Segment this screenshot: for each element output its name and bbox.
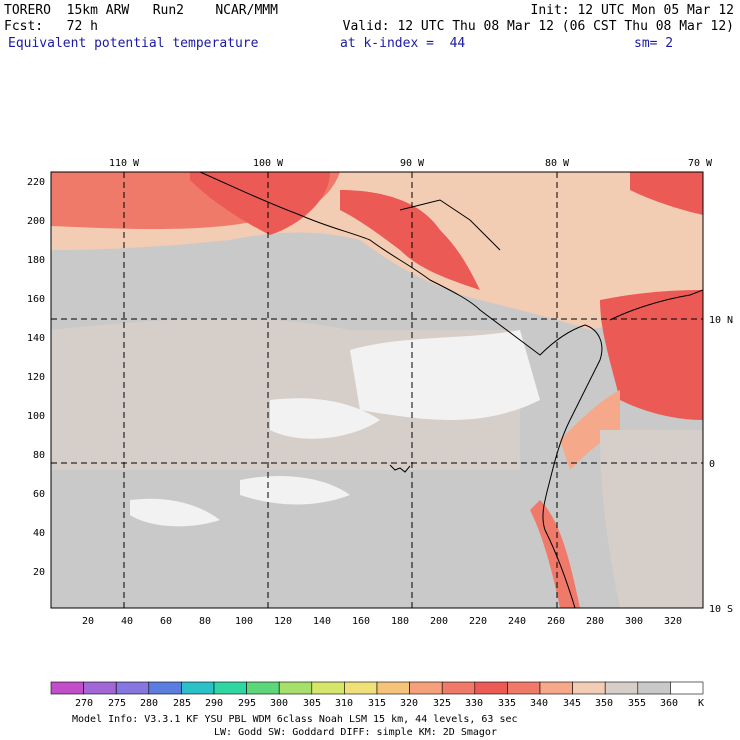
x-tick: 40 [121,616,133,627]
y-tick: 60 [33,489,45,500]
colorbar-swatch [539,681,573,695]
colorbar [50,681,704,695]
colorbar-unit: K [698,698,704,709]
x-tick: 80 [199,616,211,627]
colorbar-label: 295 [238,698,256,709]
colorbar-label: 355 [628,698,646,709]
colorbar-swatch [213,681,247,695]
physics-info: LW: Godd SW: Goddard DIFF: simple KM: 2D… [214,727,497,738]
y-tick: 220 [27,177,45,188]
colorbar-label: 275 [108,698,126,709]
colorbar-swatch [344,681,378,695]
theta-e-field [51,172,703,608]
x-tick: 100 [235,616,253,627]
colorbar-label: 285 [173,698,191,709]
x-tick: 280 [586,616,604,627]
y-tick: 180 [27,255,45,266]
x-tick: 260 [547,616,565,627]
model-info: Model Info: V3.3.1 KF YSU PBL WDM 6class… [72,714,518,725]
colorbar-swatch [278,681,313,695]
colorbar-swatch [409,681,443,695]
field-name: Equivalent potential temperature [8,36,259,51]
colorbar-label: 270 [75,698,93,709]
colorbar-swatch [670,681,704,695]
colorbar-swatch [83,681,117,695]
colorbar-swatch [637,681,671,695]
lat-label-0: 0 [709,459,715,470]
colorbar-label: 290 [205,698,223,709]
y-tick: 160 [27,294,45,305]
graticule [51,172,703,608]
colorbar-labels: 270 275 280 285 290 295 300 305 310 315 … [75,698,704,709]
colorbar-label: 280 [140,698,158,709]
init-time: Init: 12 UTC Mon 05 Mar 12 [530,3,735,18]
x-tick: 220 [469,616,487,627]
x-tick: 60 [160,616,172,627]
x-tick: 120 [274,616,292,627]
colorbar-label: 315 [368,698,386,709]
colorbar-label: 300 [270,698,288,709]
y-tick: 100 [27,411,45,422]
colorbar-swatch [148,681,182,695]
colorbar-label: 340 [530,698,548,709]
coastlines [199,172,703,608]
valid-time: Valid: 12 UTC Thu 08 Mar 12 (06 CST Thu … [342,19,734,34]
lon-label-70w: 70 W [688,158,713,169]
colorbar-label: 305 [303,698,321,709]
colorbar-label: 360 [660,698,678,709]
y-tick: 40 [33,528,45,539]
y-tick: 120 [27,372,45,383]
colorbar-swatch [376,681,410,695]
colorbar-label: 335 [498,698,516,709]
x-tick: 300 [625,616,643,627]
x-tick: 240 [508,616,526,627]
colorbar-swatch [181,681,215,695]
colorbar-label: 345 [563,698,581,709]
colorbar-label: 310 [335,698,353,709]
lon-label-80w: 80 W [545,158,570,169]
x-tick: 200 [430,616,448,627]
colorbar-swatch [115,681,150,695]
colorbar-swatch [507,681,541,695]
model-title: TORERO 15km ARW Run2 NCAR/MMM [4,3,278,18]
map-frame [50,171,704,609]
colorbar-label: 330 [465,698,483,709]
level-info: at k-index = 44 [340,36,466,51]
colorbar-label: 350 [595,698,613,709]
colorbar-label: 325 [433,698,451,709]
colorbar-swatch [572,681,606,695]
lat-label-10s: 10 S [709,604,733,615]
x-tick: 140 [313,616,331,627]
x-tick: 320 [664,616,682,627]
x-tick: 160 [352,616,370,627]
lat-label-10n: 10 N [709,315,733,326]
colorbar-swatch [441,681,476,695]
y-tick: 140 [27,333,45,344]
y-tick: 20 [33,567,45,578]
x-tick: 180 [391,616,409,627]
lon-label-110w: 110 W [109,158,140,169]
colorbar-swatch [474,681,508,695]
lon-label-100w: 100 W [253,158,284,169]
smoothing-info: sm= 2 [634,36,674,51]
colorbar-swatch [246,681,280,695]
y-tick: 80 [33,450,45,461]
y-tick: 200 [27,216,45,227]
colorbar-swatch [311,681,345,695]
colorbar-swatch [604,681,639,695]
x-tick: 20 [82,616,94,627]
colorbar-label: 320 [400,698,418,709]
forecast-hour: Fcst: 72 h [4,19,98,34]
colorbar-swatch [50,681,84,695]
lon-label-90w: 90 W [400,158,425,169]
